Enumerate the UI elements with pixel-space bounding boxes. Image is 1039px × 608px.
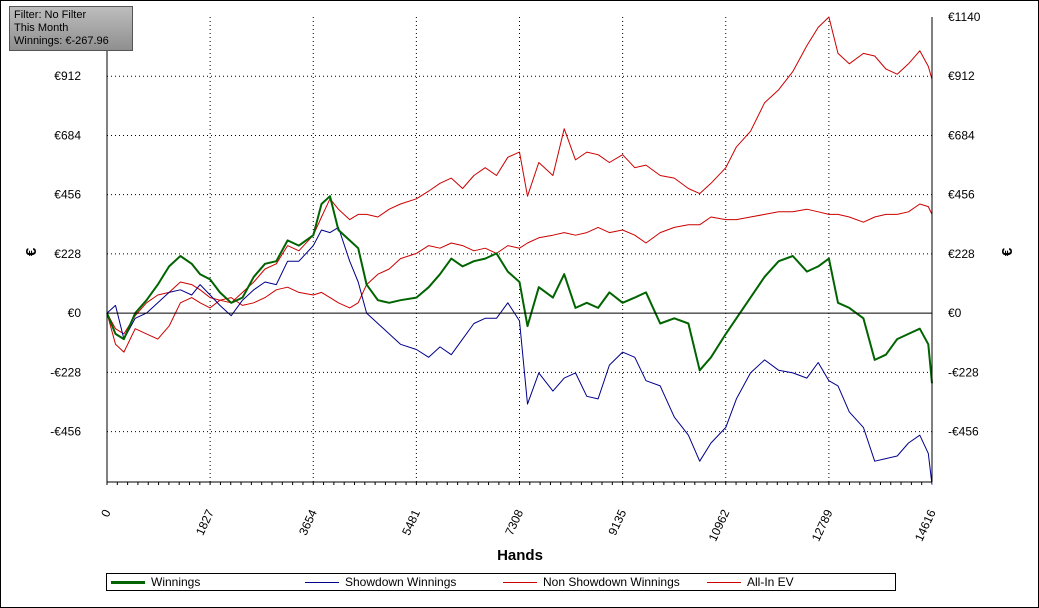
filter-info-box: Filter: No Filter This Month Winnings: €… [9, 6, 133, 51]
legend-label: Showdown Winnings [345, 575, 457, 589]
legend-swatch-all-in-ev [707, 582, 741, 584]
legend-label: Non Showdown Winnings [543, 575, 680, 589]
legend-swatch-showdown [305, 582, 339, 584]
legend-label: Winnings [151, 575, 201, 589]
series-line-non-showdown-winnings [106, 203, 933, 353]
legend-item-showdown-winnings: Showdown Winnings [305, 574, 456, 590]
y-tick-label-left: €912 [54, 69, 81, 83]
y-tick-label-right: €684 [948, 128, 975, 142]
legend: Winnings Showdown Winnings Non Showdown … [106, 573, 896, 591]
x-tick-label: 3654 [296, 507, 320, 537]
series-line-winnings [106, 195, 933, 384]
axes [106, 17, 933, 485]
y-tick-label-left: €0 [68, 306, 82, 320]
tick-labels: 0 1827 3654 5481 7308 9135 10962 12789 14616 -€45… [50, 10, 981, 544]
y-tick-label-right: €228 [948, 247, 975, 261]
y-tick-label-right: €912 [948, 69, 975, 83]
y-axis-label-right: € [999, 247, 1016, 256]
x-tick-label: 14616 [912, 507, 939, 543]
legend-item-non-showdown-winnings: Non Showdown Winnings [503, 574, 680, 590]
x-tick-label: 1827 [193, 507, 217, 537]
legend-swatch-non-showdown [503, 582, 537, 584]
y-tick-label-right: €456 [948, 188, 975, 202]
y-tick-label-left: €228 [54, 247, 81, 261]
y-tick-label-left: €456 [54, 188, 81, 202]
x-tick-label: 10962 [706, 507, 733, 543]
series-lines [106, 16, 933, 485]
y-tick-label-right: €1140 [948, 10, 981, 24]
filter-label: Filter: No Filter [14, 9, 87, 21]
legend-item-all-in-ev: All-In EV [707, 574, 794, 590]
legend-swatch-winnings [111, 581, 145, 585]
period-label: This Month [14, 22, 69, 34]
y-tick-label-left: -€228 [50, 365, 81, 379]
y-tick-label-right: -€456 [948, 425, 979, 439]
x-tick-label: 0 [98, 507, 114, 519]
y-axis-label-left: € [23, 247, 40, 256]
y-tick-label-left: €684 [54, 128, 81, 142]
y-tick-label-right: €0 [948, 306, 962, 320]
x-tick-label: 5481 [399, 507, 423, 537]
legend-item-winnings: Winnings [111, 574, 200, 590]
x-axis-label: Hands [497, 547, 543, 564]
x-tick-label: 12789 [809, 507, 836, 543]
legend-label: All-In EV [747, 575, 794, 589]
y-tick-label-left: -€456 [50, 425, 81, 439]
x-tick-label: 7308 [502, 507, 526, 537]
y-tick-label-right: -€228 [948, 365, 979, 379]
grid [107, 17, 932, 482]
winnings-total-label: Winnings: €-267.96 [14, 35, 109, 47]
x-tick-label: 9135 [605, 507, 629, 537]
